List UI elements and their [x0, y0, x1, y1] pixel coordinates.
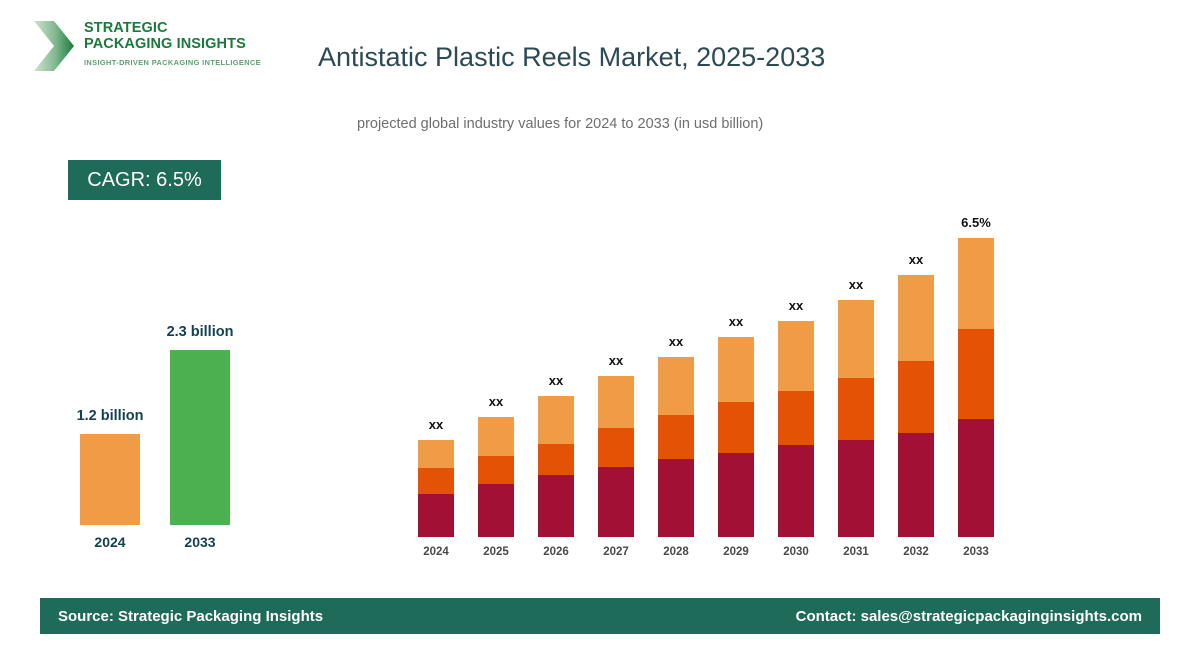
stack-segment-segment-1-2024 [418, 494, 454, 537]
chevron-logo-icon [34, 21, 74, 71]
stack-segment-segment-2-2025 [478, 456, 514, 484]
stacked-bar-2027 [598, 376, 634, 537]
mini-bar-value-2033: 2.3 billion [166, 324, 234, 340]
stack-segment-segment-3-2026 [538, 396, 574, 444]
stacked-bar-2031 [838, 300, 874, 537]
stack-segment-segment-1-2025 [478, 484, 514, 537]
mini-bar-category-2033: 2033 [184, 534, 216, 550]
stacked-bar-label-2032: xx [908, 252, 924, 267]
stacked-bar-category-2026: 2026 [543, 546, 569, 558]
stacked-bar-2029 [718, 337, 754, 537]
stacked-bar-category-2025: 2025 [483, 546, 509, 558]
stack-segment-segment-2-2028 [658, 415, 694, 459]
forecast-stacked-bar-chart: xx 2024 xx 2025 xx 2026 xx 2027 xx 2028 xx 2029 xx 20… [400, 195, 1020, 560]
stack-segment-segment-1-2028 [658, 459, 694, 537]
brand-name-line2: PACKAGING INSIGHTS [84, 36, 246, 52]
stack-segment-segment-3-2033 [958, 238, 994, 329]
stack-segment-segment-3-2029 [718, 337, 754, 402]
stack-segment-segment-2-2024 [418, 468, 454, 494]
stacked-bar-category-2031: 2031 [843, 546, 869, 558]
page-subtitle: projected global industry values for 202… [357, 116, 764, 132]
stacked-bar-label-2028: xx [668, 334, 684, 349]
page-title: Antistatic Plastic Reels Market, 2025-20… [318, 42, 826, 72]
stacked-bar-label-2025: xx [488, 394, 504, 409]
stack-segment-segment-3-2028 [658, 357, 694, 415]
stack-segment-segment-1-2027 [598, 467, 634, 537]
stacked-bar-2032 [898, 275, 934, 537]
stack-segment-segment-3-2032 [898, 275, 934, 361]
stacked-bar-category-2033: 2033 [963, 546, 989, 558]
stacked-bar-2030 [778, 321, 814, 537]
mini-bar-2033 [170, 350, 230, 525]
stack-segment-segment-3-2030 [778, 321, 814, 391]
cagr-badge: CAGR: 6.5% [68, 160, 221, 200]
stack-segment-segment-3-2027 [598, 376, 634, 428]
stack-segment-segment-1-2033 [958, 419, 994, 537]
stacked-bar-category-2032: 2032 [903, 546, 929, 558]
stacked-bar-label-2030: xx [788, 298, 804, 313]
mini-bar-category-2024: 2024 [94, 534, 126, 550]
stack-segment-segment-1-2030 [778, 445, 814, 537]
mini-bar-2024 [80, 434, 140, 525]
footer-contact: Contact: sales@strategicpackaginginsight… [795, 607, 1142, 625]
stack-segment-segment-1-2032 [898, 433, 934, 537]
brand-logo-text: STRATEGIC PACKAGING INSIGHTS INSIGHT-DRI… [84, 20, 261, 67]
stacked-bar-category-2030: 2030 [783, 546, 809, 558]
stacked-bar-label-2024: xx [428, 417, 444, 432]
stacked-bar-2026 [538, 396, 574, 537]
stacked-bar-label-2033: 6.5% [961, 215, 991, 230]
stacked-bar-category-2024: 2024 [423, 546, 449, 558]
stacked-bar-label-2027: xx [608, 353, 624, 368]
stacked-bar-label-2029: xx [728, 314, 744, 329]
stacked-bar-2024 [418, 440, 454, 537]
stacked-bar-category-2028: 2028 [663, 546, 689, 558]
brand-name-line1: STRATEGIC [84, 20, 168, 36]
stack-segment-segment-2-2031 [838, 378, 874, 440]
stack-segment-segment-3-2031 [838, 300, 874, 378]
footer-bar: Source: Strategic Packaging Insights Con… [40, 598, 1160, 634]
stack-segment-segment-1-2026 [538, 475, 574, 537]
stack-segment-segment-2-2027 [598, 428, 634, 467]
stacked-bar-label-2026: xx [548, 373, 564, 388]
stack-segment-segment-2-2030 [778, 391, 814, 445]
footer-source: Source: Strategic Packaging Insights [58, 607, 324, 625]
stack-segment-segment-2-2032 [898, 361, 934, 433]
stacked-bar-2033 [958, 238, 994, 537]
stack-segment-segment-1-2031 [838, 440, 874, 537]
stack-segment-segment-2-2029 [718, 402, 754, 453]
mini-bar-value-2024: 1.2 billion [76, 408, 144, 424]
stack-segment-segment-2-2026 [538, 444, 574, 475]
brand-logo: STRATEGIC PACKAGING INSIGHTS INSIGHT-DRI… [32, 18, 262, 78]
stacked-bar-label-2031: xx [848, 277, 864, 292]
stack-segment-segment-3-2025 [478, 417, 514, 456]
stack-segment-segment-1-2029 [718, 453, 754, 537]
stack-segment-segment-2-2033 [958, 329, 994, 419]
brand-tagline: INSIGHT-DRIVEN PACKAGING INTELLIGENCE [84, 58, 261, 67]
stacked-bar-category-2029: 2029 [723, 546, 749, 558]
stacked-bar-2028 [658, 357, 694, 537]
stacked-bar-category-2027: 2027 [603, 546, 629, 558]
stack-segment-segment-3-2024 [418, 440, 454, 468]
stacked-bar-2025 [478, 417, 514, 537]
comparison-bar-chart: 1.2 billion 2024 2.3 billion 2033 [40, 310, 290, 570]
